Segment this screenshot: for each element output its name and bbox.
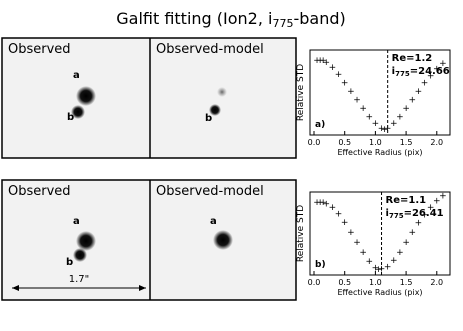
panel-label: Observed bbox=[8, 184, 71, 199]
data-point: + bbox=[415, 87, 423, 97]
panel-label: Observed-model bbox=[156, 184, 264, 199]
x-tick-label: 1.0 bbox=[369, 138, 382, 147]
data-point: + bbox=[378, 124, 386, 134]
data-point: + bbox=[353, 95, 361, 105]
data-point: + bbox=[402, 238, 410, 248]
data-point: + bbox=[319, 56, 327, 66]
source-label: b bbox=[67, 112, 74, 123]
data-point: + bbox=[335, 210, 343, 220]
source-label: a bbox=[73, 216, 80, 227]
data-point: + bbox=[433, 196, 441, 206]
mag-rest: =26.41 bbox=[404, 208, 444, 219]
residual bbox=[217, 87, 227, 97]
data-point: + bbox=[408, 95, 416, 105]
data-point: + bbox=[323, 58, 331, 68]
data-point: + bbox=[353, 238, 361, 248]
x-tick-label: 0.5 bbox=[338, 138, 351, 147]
data-point: + bbox=[415, 219, 423, 229]
x-tick-label: 1.5 bbox=[400, 138, 413, 147]
mag-main: i bbox=[386, 208, 389, 219]
data-point: + bbox=[439, 191, 447, 201]
data-point: + bbox=[381, 125, 389, 135]
x-tick-label: 0.0 bbox=[308, 138, 321, 147]
data-point: + bbox=[402, 104, 410, 114]
data-point: + bbox=[341, 218, 349, 228]
data-point: + bbox=[329, 203, 337, 213]
data-point: + bbox=[341, 78, 349, 88]
data-point: + bbox=[433, 65, 441, 75]
x-tick-label: 0.0 bbox=[308, 278, 321, 287]
data-point: + bbox=[439, 59, 447, 69]
data-point: + bbox=[359, 248, 367, 258]
mag-main: i bbox=[392, 66, 395, 77]
data-point: + bbox=[329, 63, 337, 73]
data-point: + bbox=[323, 200, 331, 210]
data-point: + bbox=[335, 70, 343, 80]
data-point: + bbox=[372, 264, 380, 274]
data-point: + bbox=[427, 203, 435, 213]
data-point: + bbox=[365, 257, 373, 267]
x-tick-label: 1.0 bbox=[369, 278, 382, 287]
data-point: + bbox=[316, 198, 324, 208]
title: Galfit fitting (Ion2, i775-band) bbox=[116, 9, 346, 30]
magnitude-label: i775=26.41 bbox=[386, 208, 444, 220]
mag-sub: 775 bbox=[389, 212, 404, 220]
data-point: + bbox=[319, 198, 327, 208]
data-point: + bbox=[372, 119, 380, 129]
source-label: a bbox=[210, 216, 217, 227]
y-axis-label: Relative STD bbox=[296, 205, 306, 262]
x-tick-label: 2.0 bbox=[430, 278, 443, 287]
mag-sub: 775 bbox=[395, 70, 410, 78]
scale-label: 1.7" bbox=[69, 274, 90, 285]
data-point: + bbox=[375, 265, 383, 275]
data-point: + bbox=[421, 78, 429, 88]
source bbox=[76, 231, 96, 251]
x-axis-label: Effective Radius (pix) bbox=[337, 288, 422, 297]
x-tick-label: 1.5 bbox=[400, 278, 413, 287]
data-point: + bbox=[421, 210, 429, 220]
source bbox=[73, 248, 87, 262]
magnitude-label: i775=24.66 bbox=[392, 66, 450, 78]
data-point: + bbox=[365, 112, 373, 122]
re-label: Re=1.1 bbox=[386, 195, 427, 206]
data-point: + bbox=[427, 72, 435, 82]
data-point: + bbox=[384, 124, 392, 134]
y-axis-label: Relative STD bbox=[296, 64, 306, 121]
panel-tag: b) bbox=[315, 260, 326, 270]
data-point: + bbox=[396, 112, 404, 122]
panel-label: Observed-model bbox=[156, 42, 264, 57]
data-point: + bbox=[408, 228, 416, 238]
mag-rest: =24.66 bbox=[410, 66, 450, 77]
data-point: + bbox=[359, 104, 367, 114]
data-point: + bbox=[390, 119, 398, 129]
x-tick-label: 2.0 bbox=[430, 138, 443, 147]
source-label: b bbox=[205, 113, 212, 124]
image-frame bbox=[1, 37, 297, 159]
source bbox=[209, 104, 221, 116]
data-point: + bbox=[347, 87, 355, 97]
plot-frame bbox=[309, 191, 451, 276]
data-point: + bbox=[384, 263, 392, 273]
data-point: + bbox=[313, 56, 321, 66]
source bbox=[71, 105, 85, 119]
data-point: + bbox=[347, 228, 355, 238]
source bbox=[213, 230, 233, 250]
x-tick-label: 0.5 bbox=[338, 278, 351, 287]
panel-tag: a) bbox=[315, 120, 325, 130]
data-point: + bbox=[316, 56, 324, 66]
source-label: a bbox=[73, 70, 80, 81]
data-point: + bbox=[390, 256, 398, 266]
data-point: + bbox=[313, 198, 321, 208]
x-axis-label: Effective Radius (pix) bbox=[337, 148, 422, 157]
image-frame bbox=[1, 179, 297, 301]
panel-label: Observed bbox=[8, 42, 71, 57]
data-point: + bbox=[396, 248, 404, 258]
re-label: Re=1.2 bbox=[392, 53, 433, 64]
source-label: b bbox=[66, 257, 73, 268]
plot-frame bbox=[309, 49, 451, 136]
source bbox=[76, 86, 96, 106]
